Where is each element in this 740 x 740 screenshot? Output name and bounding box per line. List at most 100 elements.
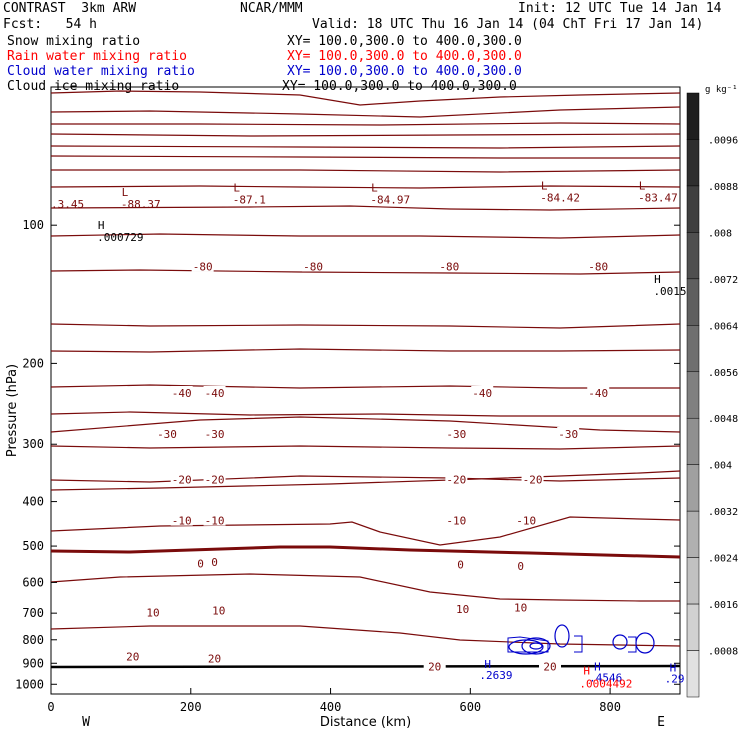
x-tick-label: 800 — [599, 700, 621, 714]
contour-label: -40 — [472, 387, 492, 400]
y-tick-label: 600 — [22, 575, 44, 589]
isotherm-11 — [50, 323, 681, 329]
colorbar-swatch — [686, 417, 700, 465]
contour-label: -20 — [523, 473, 543, 486]
field-rain-xy: XY= 100.0,300.0 to 400.0,300.0 — [287, 49, 522, 64]
contour-label: 10 — [146, 606, 159, 619]
colorbar-tick-label: .004 — [708, 461, 732, 472]
contour-label: 20 — [543, 660, 556, 673]
contour-label-bg — [203, 651, 226, 664]
colorbar-swatch — [686, 232, 700, 280]
contour-label-bg — [203, 385, 226, 398]
y-tick-label: 700 — [22, 606, 44, 620]
contour-label-bg — [445, 427, 468, 440]
colorbar-tick-label: .0096 — [708, 135, 738, 146]
contour-label: -20 — [172, 473, 192, 486]
extremum-label: -83.47 — [638, 191, 678, 204]
extremum-label: .0015 — [653, 285, 686, 298]
isotherm-16 — [50, 475, 681, 483]
contour-label: -30 — [446, 428, 466, 441]
contour-label: -30 — [205, 428, 225, 441]
cloud-water-marker: H — [594, 661, 601, 674]
cloud-water-contour — [628, 636, 637, 653]
colorbar-tick-label: .0072 — [708, 275, 738, 286]
contour-label-bg — [515, 513, 538, 526]
contour-label: -80 — [588, 260, 608, 273]
contour-label-bg — [121, 649, 144, 662]
contour-label-bg — [170, 472, 193, 485]
contour-label: -80 — [439, 260, 459, 273]
colorbar-swatch — [686, 603, 700, 651]
isotherm-2 — [51, 122, 681, 126]
y-tick-label: 800 — [22, 633, 44, 647]
contour-label-bg — [539, 659, 562, 672]
cloud-water-contour — [529, 642, 543, 650]
isotherm-14 — [50, 411, 680, 417]
y-tick-label: 900 — [22, 656, 44, 670]
isotherm-8 — [50, 205, 681, 211]
contour-label: -80 — [193, 260, 213, 273]
contour-label-bg — [587, 259, 610, 272]
cloud-water-contour — [574, 635, 583, 653]
field-cloud-water-xy: XY= 100.0,300.0 to 400.0,300.0 — [287, 64, 522, 79]
cloud-water-marker: H — [484, 658, 491, 671]
contour-label: 0 — [197, 557, 204, 570]
contour-label: -10 — [172, 515, 192, 528]
isotherm-15 — [50, 445, 681, 450]
contour-label-bg — [203, 427, 226, 440]
extremum-label: .3.45 — [51, 198, 84, 211]
extremum-marker: H — [654, 273, 661, 286]
y-tick-label: 1000 — [15, 677, 44, 691]
contour-label-bg — [302, 259, 325, 272]
contour-label: -10 — [205, 515, 225, 528]
colorbar-swatch — [686, 325, 700, 373]
contour-label: -40 — [588, 387, 608, 400]
isotherm-20 — [50, 516, 681, 546]
contour-label-bg — [509, 558, 532, 571]
isotherm-7 — [50, 185, 681, 189]
contour-label-bg — [521, 472, 544, 485]
contour-label-bg — [207, 603, 230, 616]
contour-label: -20 — [446, 473, 466, 486]
contour-label: 0 — [457, 558, 464, 571]
cloud-water-contour — [521, 637, 551, 655]
colorbar-tick-label: .0048 — [708, 414, 738, 425]
contour-label-bg — [203, 513, 226, 526]
colorbar-tick-label: .0008 — [708, 647, 738, 658]
header-valid: Valid: 18 UTC Thu 16 Jan 14 (04 ChT Fri … — [312, 17, 704, 32]
colorbar-swatch — [686, 92, 700, 140]
contour-label-bg — [156, 427, 179, 440]
isotherm-12 — [50, 348, 681, 353]
isotherm-18 — [50, 416, 681, 433]
contour-label-bg — [445, 472, 468, 485]
colorbar-swatch — [686, 510, 700, 558]
isotherm-17 — [50, 545, 681, 559]
extremum-label: -88.37 — [121, 198, 161, 211]
contour-label-bg — [170, 513, 193, 526]
x-axis-label: Distance (km) — [320, 715, 411, 730]
contour-label: -80 — [303, 260, 323, 273]
plot-frame — [50, 86, 681, 695]
extremum-marker: L — [371, 182, 378, 195]
x-tick-label: 0 — [47, 700, 54, 714]
cloud-water-contour — [508, 639, 544, 655]
isotherm-4 — [50, 145, 681, 149]
extremum-marker: L — [122, 186, 129, 199]
cloud-water-contour — [507, 636, 549, 653]
x-tick-label: 600 — [459, 700, 481, 714]
x-tick-label: 400 — [320, 700, 342, 714]
extremum-marker: L — [233, 182, 240, 195]
extremum-label: .000729 — [97, 231, 143, 244]
colorbar-swatch — [686, 650, 700, 698]
isotherm-22 — [50, 625, 681, 647]
cloud-water-label: .29 — [665, 672, 685, 685]
contour-label-bg — [557, 427, 580, 440]
colorbar-tick-label: .0064 — [708, 321, 738, 332]
east-label: E — [657, 715, 665, 730]
header-org: NCAR/MMM — [240, 1, 303, 16]
contour-label: -10 — [446, 515, 466, 528]
y-axis-label: Pressure (hPa) — [5, 364, 20, 457]
contour-label-bg — [203, 555, 226, 568]
contour-label: -40 — [205, 387, 225, 400]
